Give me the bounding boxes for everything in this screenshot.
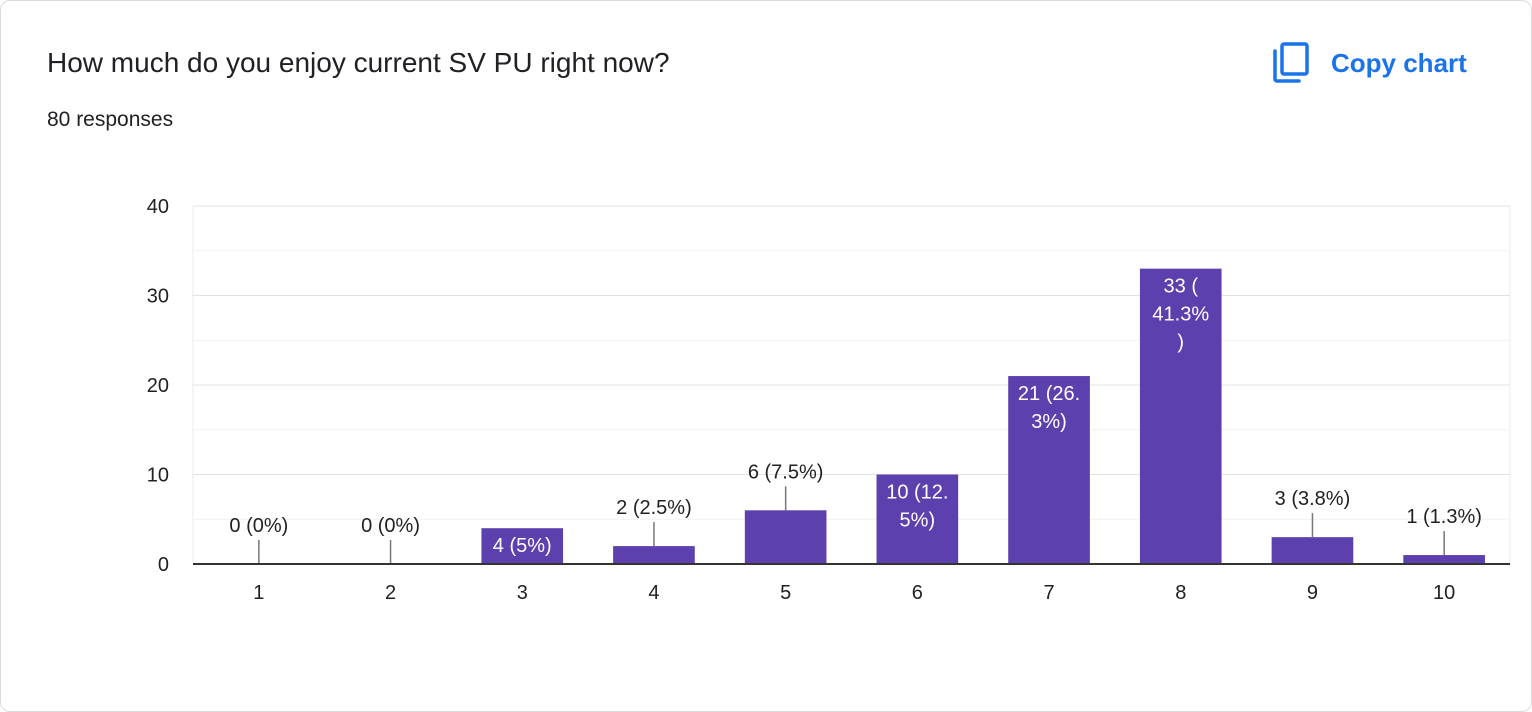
data-label: 41.3%: [1152, 304, 1209, 326]
bar: [1403, 555, 1485, 564]
copy-icon: [1271, 41, 1311, 85]
x-tick-label: 7: [1043, 582, 1054, 604]
x-tick-label: 9: [1307, 582, 1318, 604]
y-tick-label: 40: [147, 196, 169, 218]
bar: [1271, 537, 1354, 564]
data-label: 4 (5%): [493, 535, 552, 557]
x-tick-label: 6: [912, 582, 923, 604]
x-tick-label: 2: [385, 582, 396, 604]
x-tick-label: 4: [648, 582, 659, 604]
bar: [876, 474, 959, 564]
y-tick-label: 20: [147, 375, 169, 397]
bar: [744, 510, 827, 564]
x-tick-label: 10: [1433, 582, 1455, 604]
copy-chart-label: Copy chart: [1331, 47, 1467, 78]
y-tick-label: 10: [147, 465, 169, 487]
bar: [613, 546, 695, 564]
data-label: 2 (2.5%): [616, 497, 692, 519]
data-label: 0 (0%): [229, 515, 288, 537]
x-tick-label: 8: [1175, 582, 1186, 604]
y-tick-label: 0: [158, 554, 169, 576]
data-label: 5%): [900, 510, 936, 532]
x-tick-label: 3: [517, 582, 528, 604]
data-label: 1 (1.3%): [1406, 506, 1482, 528]
data-label: 0 (0%): [361, 515, 420, 537]
copy-chart-button[interactable]: Copy chart: [1263, 37, 1475, 89]
y-tick-label: 30: [147, 286, 169, 308]
response-count: 80 responses: [47, 108, 174, 131]
data-label: 3%): [1031, 411, 1067, 433]
x-tick-label: 1: [253, 582, 264, 604]
data-label: 33 (: [1164, 276, 1199, 298]
data-label: ): [1177, 332, 1184, 354]
data-label: 6 (7.5%): [748, 461, 824, 483]
chart-title: How much do you enjoy current SV PU righ…: [47, 47, 670, 78]
bar: [1139, 268, 1222, 564]
bar: [481, 528, 564, 564]
data-label: 10 (12.: [886, 482, 948, 504]
x-tick-label: 5: [780, 582, 791, 604]
data-label: 3 (3.8%): [1275, 488, 1351, 510]
bar: [1008, 376, 1090, 564]
data-label: 21 (26.: [1018, 383, 1080, 405]
